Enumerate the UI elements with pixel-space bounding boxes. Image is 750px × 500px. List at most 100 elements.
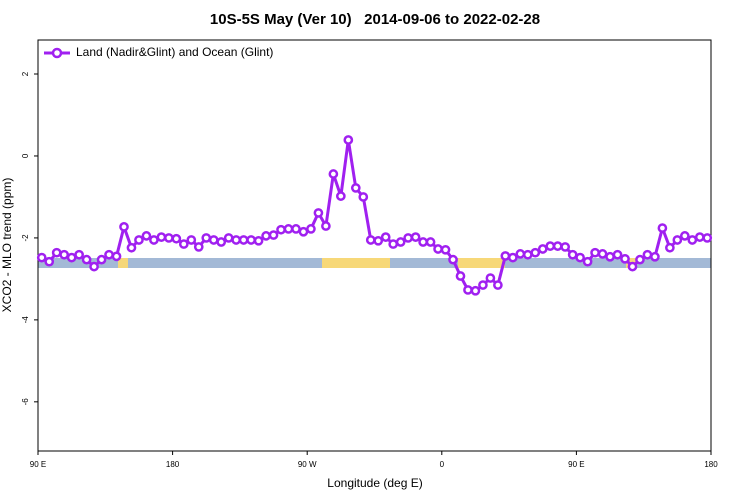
data-point xyxy=(672,235,683,245)
plot-frame xyxy=(37,39,712,452)
data-point xyxy=(567,249,578,260)
data-point xyxy=(201,233,212,243)
data-point xyxy=(463,285,473,295)
data-point xyxy=(620,253,630,264)
data-point xyxy=(358,192,369,202)
x-tick-label: 90 W xyxy=(298,460,317,469)
data-point xyxy=(51,247,62,258)
x-tick-label: 0 xyxy=(440,460,445,469)
data-point xyxy=(253,235,264,246)
data-point xyxy=(380,232,391,242)
data-point xyxy=(440,244,451,255)
data-point xyxy=(582,256,593,267)
data-point xyxy=(291,224,301,234)
data-point xyxy=(193,242,204,252)
data-point xyxy=(388,239,399,249)
data-point xyxy=(455,271,466,281)
y-tick-label: -2 xyxy=(21,234,30,242)
data-point xyxy=(261,231,271,241)
data-point xyxy=(119,222,129,232)
data-point xyxy=(96,254,107,265)
series-line xyxy=(41,139,708,293)
data-point xyxy=(650,251,660,262)
y-tick-label: -6 xyxy=(21,398,30,406)
data-point xyxy=(657,223,668,233)
data-point xyxy=(702,233,713,243)
data-point xyxy=(178,239,189,249)
data-point xyxy=(433,244,443,254)
chart-title: 10S-5S May (Ver 10) 2014-09-06 to 2022-0… xyxy=(210,11,540,28)
x-tick-label: 90 E xyxy=(568,460,584,469)
data-point xyxy=(694,232,705,242)
data-point xyxy=(328,169,339,179)
data-point xyxy=(485,273,496,283)
y-tick-label: -4 xyxy=(21,316,30,324)
data-point xyxy=(575,252,585,263)
data-point xyxy=(515,249,526,259)
data-point xyxy=(126,242,137,253)
data-point xyxy=(612,249,623,260)
data-point xyxy=(313,208,324,218)
data-point xyxy=(448,254,458,265)
data-point xyxy=(687,235,698,245)
data-point xyxy=(493,280,503,290)
data-point xyxy=(208,235,219,245)
data-point xyxy=(560,242,571,252)
data-point xyxy=(507,252,518,263)
data-point xyxy=(89,261,99,272)
data-point xyxy=(104,249,114,260)
data-point xyxy=(164,233,174,243)
data-point xyxy=(283,224,294,234)
data-point xyxy=(44,256,55,267)
data-point xyxy=(231,235,242,245)
y-tick-label: 2 xyxy=(21,71,30,76)
data-point xyxy=(134,235,144,245)
data-point xyxy=(627,261,638,272)
x-tick-label: 180 xyxy=(704,460,718,469)
data-point xyxy=(545,241,556,251)
data-point xyxy=(679,231,690,241)
data-point xyxy=(268,230,279,240)
data-point xyxy=(470,285,481,296)
x-tick-label: 90 E xyxy=(30,460,46,469)
data-point xyxy=(216,237,227,247)
y-axis-label: XCO2 - MLO trend (ppm) xyxy=(0,178,14,313)
data-point xyxy=(478,280,488,290)
data-point xyxy=(336,191,346,201)
data-point xyxy=(81,254,92,265)
data-point xyxy=(186,235,197,245)
data-point xyxy=(66,252,77,263)
data-point xyxy=(537,244,548,254)
data-point xyxy=(590,247,600,258)
data-point xyxy=(238,235,249,245)
data-point xyxy=(141,231,152,241)
data-point xyxy=(395,237,406,247)
data-point xyxy=(350,183,361,193)
y-tick-label: 0 xyxy=(21,153,30,158)
data-point xyxy=(642,249,653,260)
data-point xyxy=(59,249,70,260)
data-point xyxy=(321,221,331,231)
data-point xyxy=(223,233,234,243)
data-point xyxy=(149,235,159,245)
data-point xyxy=(343,135,354,145)
data-point xyxy=(306,224,316,234)
data-point xyxy=(552,241,563,251)
data-point xyxy=(530,247,541,258)
data-point xyxy=(111,251,122,262)
data-point xyxy=(403,233,413,243)
data-point xyxy=(298,226,309,237)
data-point xyxy=(74,249,84,260)
legend-label: Land (Nadir&Glint) and Ocean (Glint) xyxy=(76,45,273,59)
data-point xyxy=(500,251,511,261)
data-point xyxy=(246,235,256,245)
data-point xyxy=(373,235,384,246)
x-axis-label: Longitude (deg E) xyxy=(327,476,422,490)
data-point xyxy=(171,233,182,244)
data-point xyxy=(365,235,376,245)
data-point xyxy=(425,237,436,247)
data-point xyxy=(635,254,645,265)
data-point xyxy=(36,252,47,263)
data-point xyxy=(418,237,428,247)
x-tick-label: 180 xyxy=(166,460,180,469)
